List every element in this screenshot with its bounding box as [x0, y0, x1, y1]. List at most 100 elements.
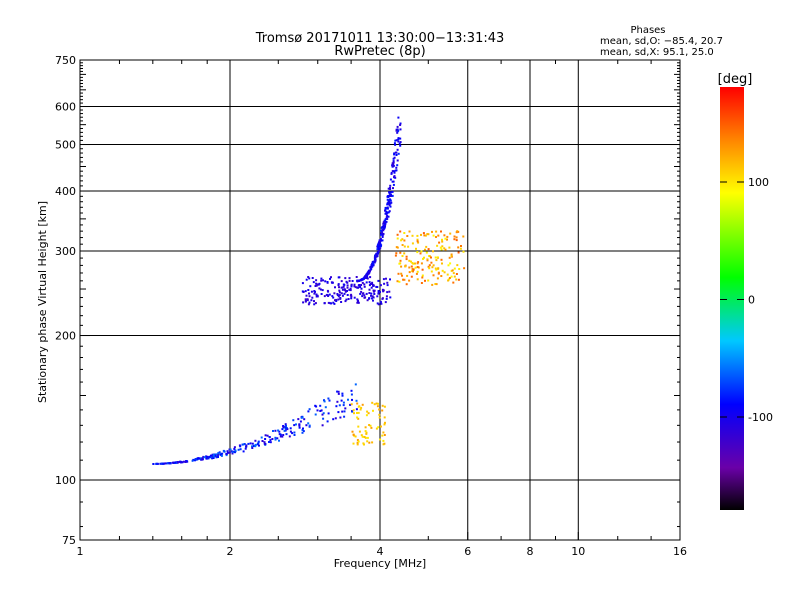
- data-point: [217, 453, 220, 456]
- data-point: [200, 457, 203, 460]
- data-point: [288, 435, 291, 438]
- data-point: [320, 409, 323, 412]
- data-point: [379, 245, 382, 248]
- data-point: [360, 287, 363, 290]
- data-point: [381, 434, 384, 437]
- data-point: [396, 233, 399, 236]
- data-point: [435, 236, 437, 238]
- data-point: [334, 417, 337, 420]
- data-point: [356, 439, 359, 442]
- data-point: [362, 277, 365, 280]
- data-point: [191, 459, 194, 462]
- data-point: [231, 452, 234, 455]
- data-point: [327, 301, 330, 304]
- data-point: [455, 236, 458, 239]
- data-point: [382, 278, 385, 281]
- x-tick-label: 6: [464, 545, 471, 558]
- data-point: [353, 412, 355, 415]
- data-point: [361, 281, 364, 284]
- data-point: [295, 423, 297, 426]
- data-point: [239, 445, 242, 448]
- data-point: [425, 245, 428, 248]
- data-point: [383, 442, 386, 445]
- data-point: [251, 442, 254, 445]
- data-point: [361, 292, 364, 295]
- data-point: [414, 266, 417, 269]
- data-point: [340, 280, 343, 283]
- data-point: [396, 159, 399, 162]
- data-point: [293, 431, 296, 434]
- y-tick-label: 300: [55, 245, 76, 258]
- data-point: [380, 239, 383, 242]
- data-point: [174, 461, 177, 464]
- data-point: [297, 418, 300, 421]
- data-point: [245, 445, 248, 448]
- data-point: [381, 232, 383, 235]
- data-point: [220, 454, 223, 457]
- data-point: [278, 439, 280, 442]
- data-point: [385, 213, 388, 216]
- data-point: [392, 187, 394, 190]
- data-point: [336, 294, 339, 296]
- data-point: [425, 251, 428, 254]
- data-point: [397, 138, 400, 141]
- data-point: [382, 232, 385, 235]
- data-point: [395, 129, 398, 132]
- colorbar-tick-label: -100: [748, 411, 773, 424]
- data-point: [453, 235, 456, 238]
- data-point: [324, 280, 327, 283]
- data-point: [397, 137, 400, 140]
- data-point: [307, 410, 310, 413]
- data-point: [279, 435, 282, 438]
- data-point: [376, 244, 379, 247]
- data-point: [424, 248, 426, 251]
- data-point: [341, 294, 344, 297]
- data-point: [305, 424, 308, 427]
- data-point: [354, 435, 357, 438]
- x-tick-label: 10: [571, 545, 585, 558]
- data-point: [340, 399, 343, 402]
- data-point: [389, 199, 392, 202]
- data-point: [242, 450, 245, 453]
- data-point: [343, 283, 346, 286]
- data-point: [400, 272, 403, 275]
- data-point: [389, 198, 391, 201]
- data-point: [392, 161, 395, 164]
- data-point: [353, 283, 356, 286]
- data-point: [417, 241, 420, 244]
- data-point: [341, 410, 344, 413]
- data-point: [337, 411, 340, 414]
- data-point: [370, 286, 373, 289]
- data-point: [356, 412, 358, 414]
- data-point: [377, 290, 380, 292]
- data-point: [322, 412, 325, 415]
- data-point: [403, 252, 406, 255]
- data-point: [264, 434, 267, 437]
- data-point: [372, 289, 375, 292]
- data-point: [357, 411, 360, 414]
- x-tick-label: 4: [377, 545, 384, 558]
- data-point: [315, 293, 318, 296]
- data-point: [323, 295, 326, 298]
- data-point: [215, 453, 218, 456]
- data-point: [441, 238, 443, 241]
- data-point: [343, 415, 346, 418]
- data-point: [228, 448, 231, 451]
- data-point: [385, 220, 388, 223]
- data-point: [360, 290, 363, 293]
- data-point: [321, 289, 324, 292]
- data-point: [380, 229, 382, 232]
- data-point: [365, 432, 368, 435]
- data-point: [455, 239, 458, 242]
- data-point: [263, 441, 266, 444]
- data-point: [383, 423, 386, 426]
- data-point: [376, 302, 379, 305]
- data-point: [217, 452, 220, 455]
- data-point: [234, 449, 237, 452]
- data-point: [457, 278, 460, 281]
- data-point: [335, 300, 338, 302]
- data-point: [435, 259, 438, 262]
- data-point: [211, 455, 214, 458]
- data-point: [367, 270, 370, 273]
- data-point: [365, 431, 368, 434]
